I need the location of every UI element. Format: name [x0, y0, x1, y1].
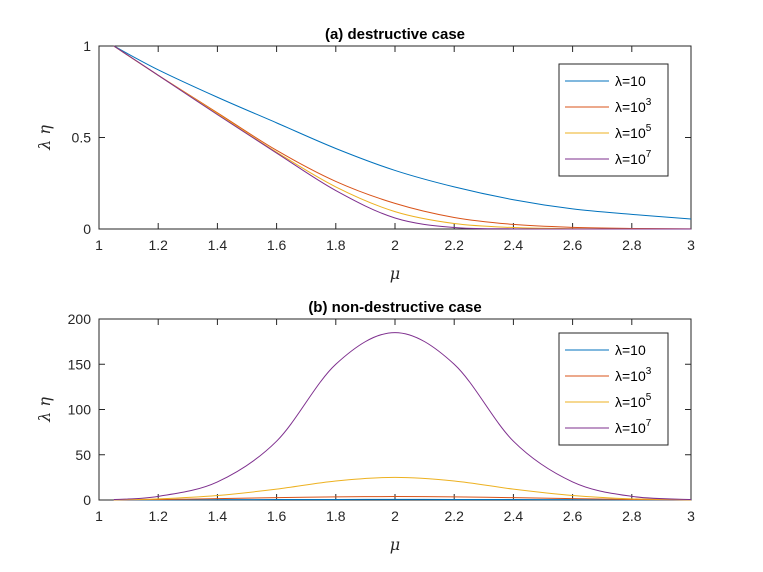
y-axis-label: λ η: [35, 125, 54, 151]
x-tick-label: 1: [95, 508, 103, 524]
legend-entry-3: λ=107: [615, 149, 652, 167]
x-tick-label: 1.6: [267, 508, 287, 524]
y-tick-label: 1: [83, 38, 91, 54]
x-tick-label: 3: [687, 237, 695, 253]
series-line-0: [113, 45, 692, 220]
x-axis-label: μ: [390, 535, 400, 554]
x-tick-label: 2.8: [622, 237, 642, 253]
legend-box: [558, 63, 669, 177]
series-line-3: [113, 332, 692, 501]
y-tick-label: 100: [68, 402, 92, 418]
legend-entry-0: λ=10: [615, 73, 646, 89]
panel-non-destructive: (b) non-destructive case 1 1.2 1.4 1.6 1.8 2 2.…: [35, 299, 695, 554]
panel-destructive: (a) destructive case 1 1.2 1.4 1.6 1.8 2 2.2 2.4…: [35, 26, 695, 283]
x-tick-label: 1.4: [208, 237, 228, 253]
x-tick-label: 1.8: [326, 508, 346, 524]
x-tick-label: 1.2: [148, 237, 168, 253]
legend-entry-0: λ=10: [615, 342, 646, 358]
x-tick-label: 1.8: [326, 237, 346, 253]
legend-entry-3: λ=107: [615, 418, 652, 436]
x-tick-label: 2.8: [622, 508, 642, 524]
y-tick-label: 0: [83, 221, 91, 237]
x-tick-label: 1.4: [208, 508, 228, 524]
x-tick-label: 2: [391, 508, 399, 524]
x-tick-label: 2.6: [563, 237, 583, 253]
y-axis-label: λ η: [35, 397, 54, 423]
x-tick-label: 3: [687, 508, 695, 524]
x-tick-label: 2.6: [563, 508, 583, 524]
legend-entry-2: λ=105: [615, 392, 652, 410]
y-tick-label: 200: [68, 311, 92, 327]
chart-title: (a) destructive case: [325, 26, 465, 43]
series-line-0: [113, 498, 692, 501]
legend-entry-1: λ=103: [615, 97, 652, 115]
x-tick-label: 1.6: [267, 237, 287, 253]
x-tick-label: 1.2: [148, 508, 168, 524]
chart-title: (b) non-destructive case: [308, 299, 481, 316]
y-tick-label: 0.5: [72, 130, 92, 146]
series-line-3: [113, 45, 692, 230]
x-tick-label: 2.4: [504, 237, 524, 253]
legend: λ=10 λ=103 λ=105 λ=107: [558, 332, 669, 446]
x-tick-label: 2.2: [444, 237, 464, 253]
y-tick-label: 150: [68, 356, 92, 372]
y-tick-label: 50: [75, 447, 91, 463]
x-tick-label: 2: [391, 237, 399, 253]
legend-entry-1: λ=103: [615, 366, 652, 384]
series-line-2: [113, 476, 692, 501]
series-line-1: [113, 496, 692, 501]
y-tick-label: 0: [83, 492, 91, 508]
x-tick-label: 2.4: [504, 508, 524, 524]
x-tick-label: 2.2: [444, 508, 464, 524]
legend: λ=10 λ=103 λ=105 λ=107: [558, 63, 669, 177]
legend-entry-2: λ=105: [615, 123, 652, 141]
legend-box: [558, 332, 669, 446]
x-tick-label: 1: [95, 237, 103, 253]
x-axis-label: μ: [390, 264, 400, 283]
